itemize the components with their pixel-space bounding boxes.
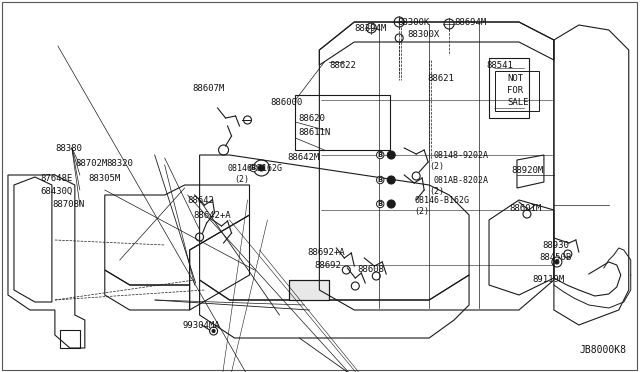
Text: 88642: 88642 <box>188 196 214 205</box>
Text: 88300X: 88300X <box>407 29 440 38</box>
Text: 88692: 88692 <box>314 260 341 269</box>
Text: 88692+A: 88692+A <box>307 247 345 257</box>
Text: 88607M: 88607M <box>193 83 225 93</box>
Text: 88694M: 88694M <box>454 17 486 26</box>
Polygon shape <box>289 280 330 300</box>
Text: 88608: 88608 <box>357 266 384 275</box>
Text: B: B <box>251 165 256 171</box>
Text: B: B <box>378 201 383 207</box>
Text: B: B <box>378 177 383 183</box>
Text: 89119M: 89119M <box>532 276 564 285</box>
Text: SALE: SALE <box>507 97 529 106</box>
Text: 08146-B162G: 08146-B162G <box>414 196 469 205</box>
Text: 99304MA: 99304MA <box>182 321 220 330</box>
Circle shape <box>555 260 559 264</box>
Text: NOT: NOT <box>507 74 523 83</box>
Text: 88300K: 88300K <box>397 17 429 26</box>
Circle shape <box>212 330 215 333</box>
Text: 88642M: 88642M <box>287 153 319 161</box>
Text: 886000: 886000 <box>271 97 303 106</box>
Text: 88380: 88380 <box>55 144 82 153</box>
Text: 88601M: 88601M <box>509 203 541 212</box>
Text: (2): (2) <box>429 161 444 170</box>
Text: (2): (2) <box>234 174 250 183</box>
Text: B: B <box>378 152 383 158</box>
Text: JB8000K8: JB8000K8 <box>580 345 627 355</box>
Text: 88930: 88930 <box>542 241 569 250</box>
Text: 88702M: 88702M <box>76 158 108 167</box>
Text: 68430Q: 68430Q <box>40 186 72 196</box>
Text: 08148-9202A: 08148-9202A <box>433 151 488 160</box>
Text: 08146-B162G: 08146-B162G <box>228 164 282 173</box>
Text: 88541: 88541 <box>486 61 513 70</box>
Text: 88708N: 88708N <box>52 199 84 208</box>
Text: 88305M: 88305M <box>89 173 121 183</box>
Text: 88611N: 88611N <box>298 128 331 137</box>
Text: (2): (2) <box>429 186 444 196</box>
Circle shape <box>387 200 396 208</box>
Text: 88920M: 88920M <box>511 166 543 174</box>
Text: 88394M: 88394M <box>355 23 387 32</box>
Text: (2): (2) <box>414 206 429 215</box>
Circle shape <box>259 165 264 171</box>
Text: 88622: 88622 <box>330 61 356 70</box>
Circle shape <box>387 151 396 159</box>
Text: 88320: 88320 <box>107 158 134 167</box>
Text: 88621: 88621 <box>427 74 454 83</box>
Text: 88450B: 88450B <box>539 253 571 263</box>
Text: FOR: FOR <box>507 86 523 94</box>
Text: 88620: 88620 <box>298 113 325 122</box>
Text: 081AB-8202A: 081AB-8202A <box>433 176 488 185</box>
Text: 87648E: 87648E <box>40 173 72 183</box>
Text: 88642+A: 88642+A <box>194 211 231 219</box>
Circle shape <box>387 176 396 184</box>
